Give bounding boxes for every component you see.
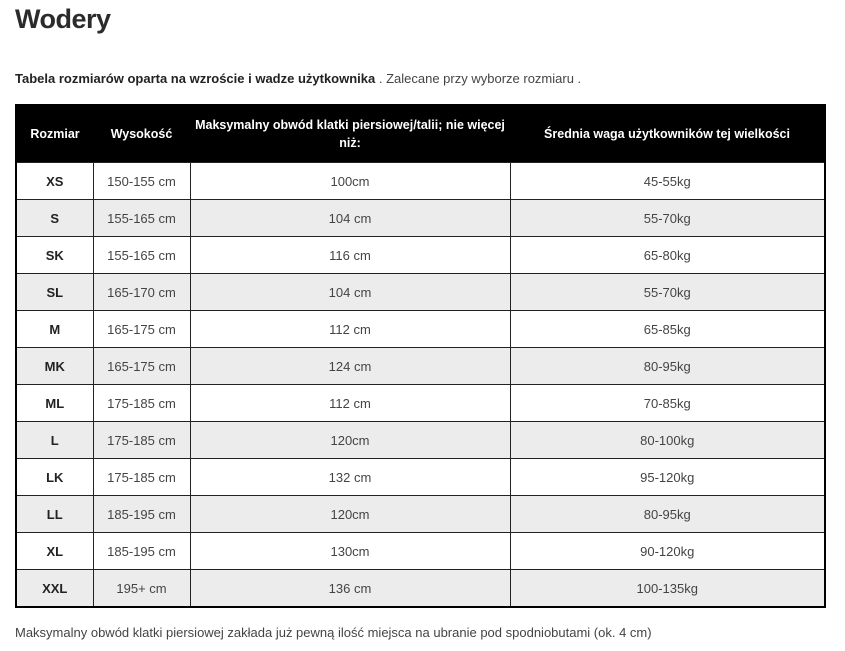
table-row: ML 175-185 cm 112 cm 70-85kg (15, 384, 826, 422)
height-cell: 195+ cm (92, 569, 191, 608)
chest-cell: 120cm (189, 421, 511, 459)
size-cell: MK (15, 347, 94, 385)
table-header-row: Rozmiar Wysokość Maksymalny obwód klatki… (16, 105, 825, 163)
weight-cell: 65-85kg (509, 310, 826, 348)
table-row: LL 185-195 cm 120cm 80-95kg (15, 495, 826, 533)
header-size: Rozmiar (16, 105, 93, 163)
table-row: SK 155-165 cm 116 cm 65-80kg (15, 236, 826, 274)
size-cell: L (15, 421, 94, 459)
size-cell: S (15, 199, 94, 237)
chest-cell: 104 cm (189, 199, 511, 237)
weight-cell: 80-95kg (509, 347, 826, 385)
chest-cell: 120cm (189, 495, 511, 533)
chest-cell: 100cm (189, 162, 511, 200)
height-cell: 165-175 cm (92, 310, 191, 348)
size-cell: LK (15, 458, 94, 496)
intro-text: Tabela rozmiarów oparta na wzroście i wa… (15, 71, 581, 86)
chest-cell: 124 cm (189, 347, 511, 385)
height-cell: 185-195 cm (92, 532, 191, 570)
size-cell: SK (15, 236, 94, 274)
table-row: SL 165-170 cm 104 cm 55-70kg (15, 273, 826, 311)
weight-cell: 100-135kg (509, 569, 826, 608)
table-row: M 165-175 cm 112 cm 65-85kg (15, 310, 826, 348)
chest-cell: 104 cm (189, 273, 511, 311)
table-row: XS 150-155 cm 100cm 45-55kg (15, 162, 826, 200)
size-cell: LL (15, 495, 94, 533)
intro-bold: Tabela rozmiarów oparta na wzroście i wa… (15, 71, 376, 86)
weight-cell: 70-85kg (509, 384, 826, 422)
header-weight: Średnia waga użytkowników tej wielkości (510, 105, 825, 163)
table-row: S 155-165 cm 104 cm 55-70kg (15, 199, 826, 237)
size-chart-table: Rozmiar Wysokość Maksymalny obwód klatki… (15, 104, 826, 608)
weight-cell: 80-95kg (509, 495, 826, 533)
weight-cell: 45-55kg (509, 162, 826, 200)
size-cell: XS (15, 162, 94, 200)
table-row: L 175-185 cm 120cm 80-100kg (15, 421, 826, 459)
weight-cell: 95-120kg (509, 458, 826, 496)
height-cell: 150-155 cm (92, 162, 191, 200)
chest-cell: 116 cm (189, 236, 511, 274)
chest-cell: 130cm (189, 532, 511, 570)
chest-cell: 112 cm (189, 310, 511, 348)
height-cell: 175-185 cm (92, 384, 191, 422)
weight-cell: 90-120kg (509, 532, 826, 570)
chest-cell: 136 cm (189, 569, 511, 608)
height-cell: 155-165 cm (92, 236, 191, 274)
page-title: Wodery (15, 4, 111, 34)
header-height: Wysokość (93, 105, 190, 163)
chest-cell: 132 cm (189, 458, 511, 496)
weight-cell: 55-70kg (509, 273, 826, 311)
table-row: XL 185-195 cm 130cm 90-120kg (15, 532, 826, 570)
height-cell: 185-195 cm (92, 495, 191, 533)
height-cell: 175-185 cm (92, 421, 191, 459)
size-cell: ML (15, 384, 94, 422)
height-cell: 155-165 cm (92, 199, 191, 237)
height-cell: 175-185 cm (92, 458, 191, 496)
weight-cell: 80-100kg (509, 421, 826, 459)
size-cell: M (15, 310, 94, 348)
size-cell: SL (15, 273, 94, 311)
weight-cell: 55-70kg (509, 199, 826, 237)
chest-cell: 112 cm (189, 384, 511, 422)
size-cell: XL (15, 532, 94, 570)
table-row: MK 165-175 cm 124 cm 80-95kg (15, 347, 826, 385)
intro-rest: . Zalecane przy wyborze rozmiaru . (375, 71, 582, 86)
footnote: Maksymalny obwód klatki piersiowej zakła… (15, 625, 652, 640)
height-cell: 165-170 cm (92, 273, 191, 311)
size-cell: XXL (15, 569, 94, 608)
table-row: XXL 195+ cm 136 cm 100-135kg (15, 569, 826, 608)
height-cell: 165-175 cm (92, 347, 191, 385)
header-chest: Maksymalny obwód klatki piersiowej/talii… (190, 105, 510, 163)
weight-cell: 65-80kg (509, 236, 826, 274)
table-row: LK 175-185 cm 132 cm 95-120kg (15, 458, 826, 496)
